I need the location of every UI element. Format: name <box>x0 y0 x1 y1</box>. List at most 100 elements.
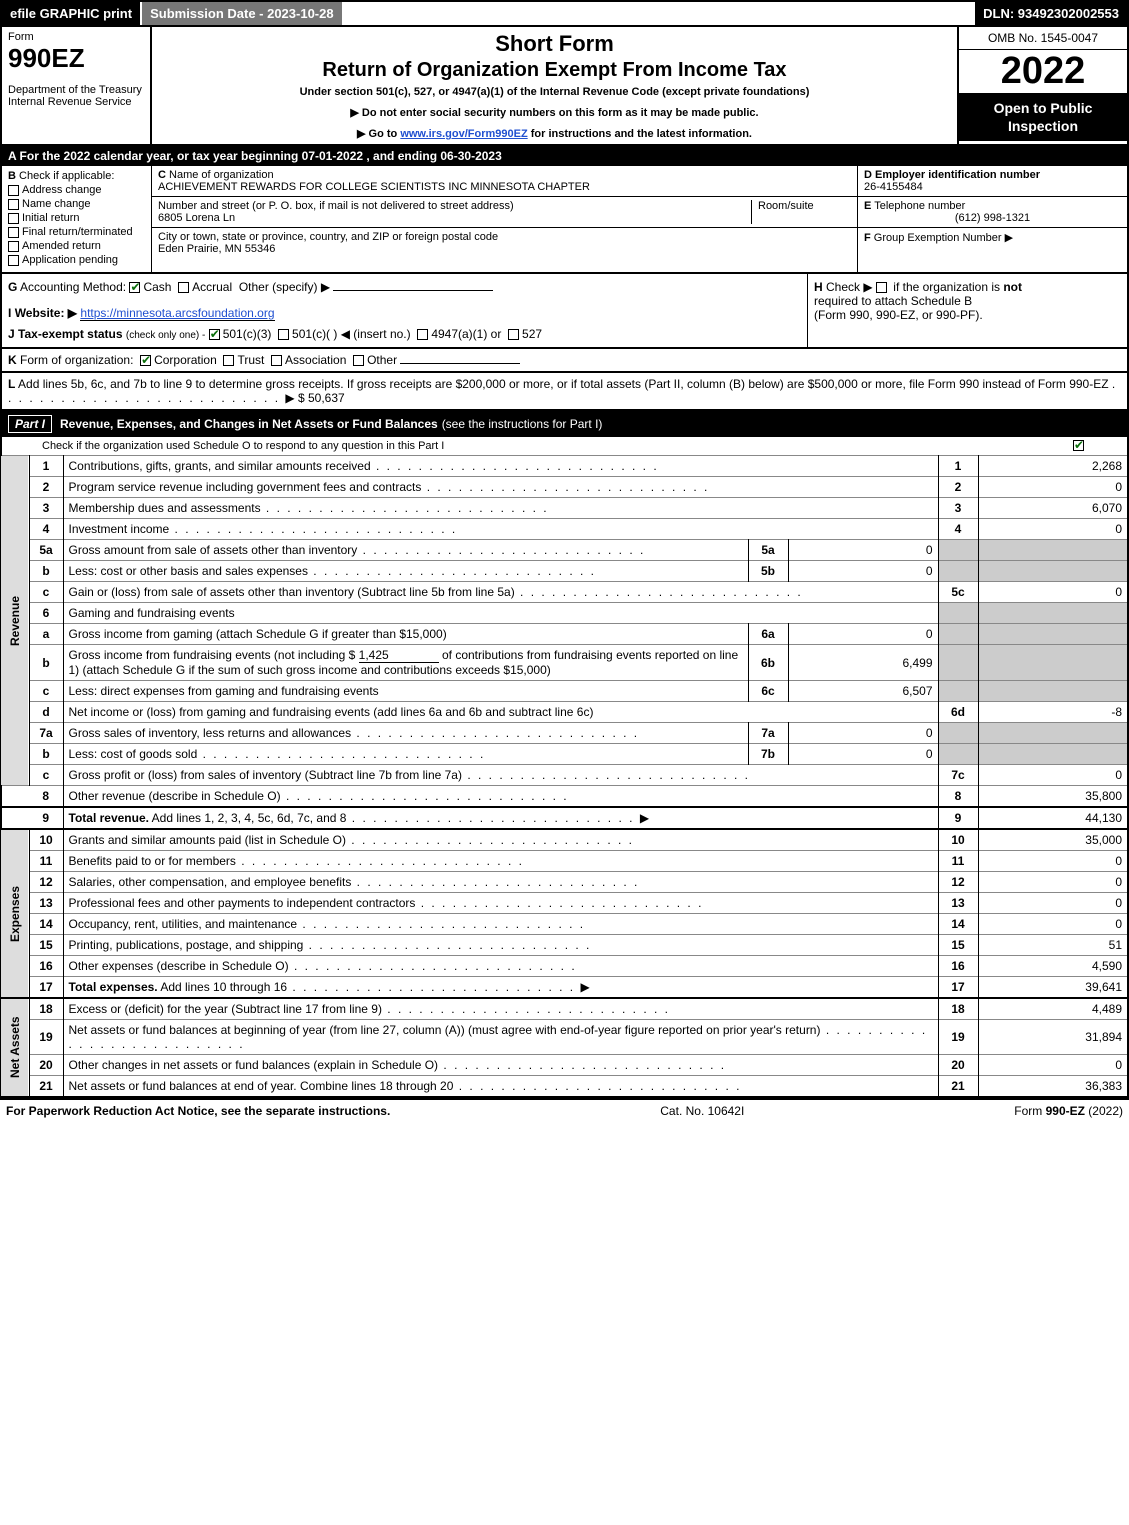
amt-8: 35,800 <box>978 786 1128 808</box>
ln-21: 21 <box>29 1076 63 1098</box>
chk-trust[interactable] <box>223 355 234 366</box>
sub-7a: 7a <box>748 723 788 744</box>
desc-6b-pre: Gross income from fundraising events (no… <box>69 648 359 662</box>
ln-18: 18 <box>29 998 63 1020</box>
num-13: 13 <box>938 893 978 914</box>
ln-6b: b <box>29 645 63 681</box>
chk-4947[interactable] <box>417 329 428 340</box>
opt-corp: Corporation <box>154 353 217 367</box>
irs-label: Internal Revenue Service <box>8 96 144 108</box>
chk-501c[interactable] <box>278 329 289 340</box>
dln-label: DLN: 93492302002553 <box>975 2 1127 25</box>
subval-6c: 6,507 <box>788 681 938 702</box>
opt-other-org: Other <box>367 353 397 367</box>
chk-app-pending[interactable]: Application pending <box>8 254 145 266</box>
desc-16: Other expenses (describe in Schedule O) <box>69 959 289 973</box>
ein-value: 26-4155484 <box>864 181 923 193</box>
phone-value: (612) 998-1321 <box>864 212 1121 224</box>
footer-left: For Paperwork Reduction Act Notice, see … <box>6 1104 390 1118</box>
chk-schedule-b[interactable] <box>876 282 887 293</box>
amt-5c: 0 <box>978 582 1128 603</box>
website-link[interactable]: https://minnesota.arcsfoundation.org <box>80 306 274 321</box>
num-4: 4 <box>938 519 978 540</box>
l-amount: 50,637 <box>308 391 345 405</box>
desc-17-bold: Total expenses. <box>69 980 158 994</box>
grey-5b <box>938 561 978 582</box>
chk-initial-return[interactable]: Initial return <box>8 212 145 224</box>
sub-7b: 7b <box>748 744 788 765</box>
h-body: if the organization is <box>893 280 1003 294</box>
grey-7a <box>938 723 978 744</box>
ln-7c: c <box>29 765 63 786</box>
chk-527[interactable] <box>508 329 519 340</box>
grey-amt-6a <box>978 624 1128 645</box>
website-label: Website: ▶ <box>15 306 77 320</box>
num-18: 18 <box>938 998 978 1020</box>
title-short: Short Form <box>158 31 951 57</box>
part1-note: (see the instructions for Part I) <box>442 417 603 431</box>
opt-527: 527 <box>522 327 542 341</box>
part1-tag: Part I <box>8 415 52 433</box>
num-12: 12 <box>938 872 978 893</box>
subval-5b: 0 <box>788 561 938 582</box>
num-6d: 6d <box>938 702 978 723</box>
topbar-spacer <box>342 2 976 25</box>
efile-label[interactable]: efile GRAPHIC print <box>2 2 140 25</box>
grey-amt-6c <box>978 681 1128 702</box>
omb-number: OMB No. 1545-0047 <box>959 27 1127 50</box>
opt-initial: Initial return <box>22 212 79 224</box>
group-label: Group Exemption Number ▶ <box>874 232 1013 244</box>
chk-address-change[interactable]: Address change <box>8 184 145 196</box>
chk-name-change[interactable]: Name change <box>8 198 145 210</box>
chk-final-return[interactable]: Final return/terminated <box>8 226 145 238</box>
desc-14: Occupancy, rent, utilities, and maintena… <box>69 917 298 931</box>
sub-6b: 6b <box>748 645 788 681</box>
chk-other-org[interactable] <box>353 355 364 366</box>
i-bold: I <box>8 306 11 320</box>
note-goto: ▶ Go to www.irs.gov/Form990EZ for instru… <box>158 127 951 140</box>
desc-5b: Less: cost or other basis and sales expe… <box>69 564 308 578</box>
other-org-line <box>400 363 520 364</box>
section-h: H Check ▶ if the organization is not req… <box>807 274 1127 347</box>
ln-1: 1 <box>29 456 63 477</box>
chk-corporation[interactable] <box>140 355 151 366</box>
part1-check-text: Check if the organization used Schedule … <box>42 440 444 452</box>
chk-association[interactable] <box>271 355 282 366</box>
amt-3: 6,070 <box>978 498 1128 519</box>
h-line2: required to attach Schedule B <box>814 294 972 308</box>
ln-11: 11 <box>29 851 63 872</box>
subval-6a: 0 <box>788 624 938 645</box>
chk-cash[interactable] <box>129 282 140 293</box>
desc-5c: Gain or (loss) from sale of assets other… <box>69 585 515 599</box>
open-inspection: Open to Public Inspection <box>959 93 1127 141</box>
arrow-17: ▶ <box>580 980 589 994</box>
desc-11: Benefits paid to or for members <box>69 854 236 868</box>
chk-accrual[interactable] <box>178 282 189 293</box>
submission-date: Submission Date - 2023-10-28 <box>140 2 342 25</box>
desc-12: Salaries, other compensation, and employ… <box>69 875 352 889</box>
amt-4: 0 <box>978 519 1128 540</box>
ln-4: 4 <box>29 519 63 540</box>
room-label: Room/suite <box>758 200 814 212</box>
num-20: 20 <box>938 1055 978 1076</box>
chk-501c3[interactable] <box>209 329 220 340</box>
num-1: 1 <box>938 456 978 477</box>
chk-amended-return[interactable]: Amended return <box>8 240 145 252</box>
opt-amended: Amended return <box>22 240 101 252</box>
desc-7a: Gross sales of inventory, less returns a… <box>69 726 352 740</box>
header-left: Form 990EZ Department of the Treasury In… <box>2 27 152 144</box>
grey-amt-6 <box>978 603 1128 624</box>
desc-6b-under: 1,425 <box>359 648 439 663</box>
ln-20: 20 <box>29 1055 63 1076</box>
chk-schedule-o[interactable] <box>1073 440 1084 451</box>
num-7c: 7c <box>938 765 978 786</box>
amt-16: 4,590 <box>978 956 1128 977</box>
footer-right-post: (2022) <box>1085 1104 1123 1118</box>
irs-link[interactable]: www.irs.gov/Form990EZ <box>400 128 527 140</box>
footer-right-pre: Form <box>1014 1104 1045 1118</box>
amt-6d: -8 <box>978 702 1128 723</box>
amt-7c: 0 <box>978 765 1128 786</box>
subval-7a: 0 <box>788 723 938 744</box>
org-street: 6805 Lorena Ln <box>158 212 235 224</box>
section-ghij: G Accounting Method: Cash Accrual Other … <box>0 274 1129 349</box>
